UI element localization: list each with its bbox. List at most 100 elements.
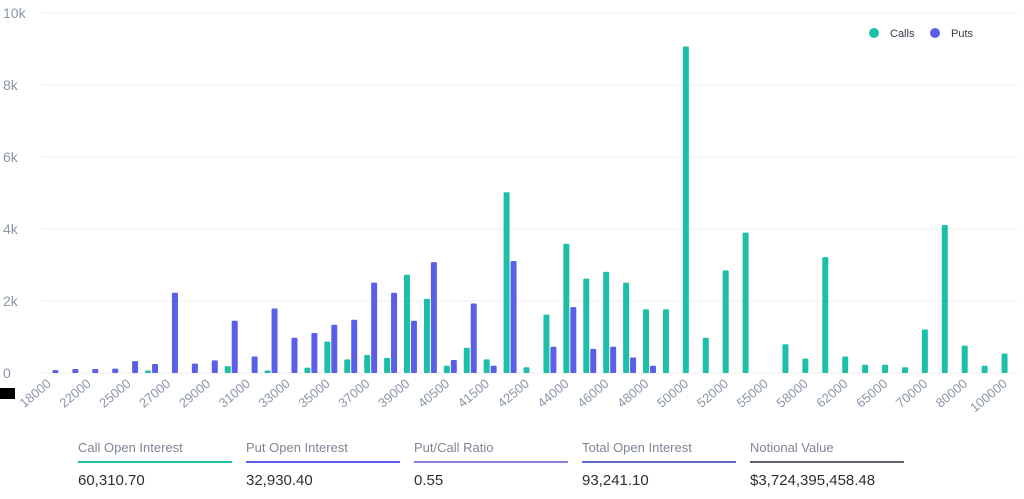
x-tick-label: 37000: [335, 376, 372, 411]
calls-bar: [941, 225, 948, 373]
puts-bar: [311, 333, 318, 373]
x-tick-label: 33000: [256, 376, 293, 411]
stat-total-open-interest: Total Open Interest 93,241.10: [582, 440, 736, 489]
calls-bar: [623, 282, 630, 373]
calls-bar: [662, 309, 669, 373]
calls-bar: [603, 271, 610, 373]
stat-put-call-ratio: Put/Call Ratio 0.55: [414, 440, 568, 489]
puts-bar: [351, 319, 358, 373]
calls-bar: [523, 367, 530, 373]
calls-bar: [224, 366, 231, 373]
puts-bar: [211, 360, 218, 373]
calls-bar: [981, 365, 988, 373]
summary-stats: Call Open Interest 60,310.70 Put Open In…: [78, 440, 918, 489]
x-tick-label: 62000: [813, 376, 850, 411]
puts-bar: [92, 369, 99, 373]
calls-bar: [404, 274, 410, 373]
puts-bar: [570, 307, 577, 373]
x-tick-label: 18000: [17, 376, 54, 411]
calls-bar: [483, 359, 490, 373]
y-tick-label: 10k: [3, 5, 27, 21]
x-tick-label: 58000: [773, 376, 810, 411]
stat-label: Notional Value: [750, 440, 904, 463]
calls-bar: [842, 356, 849, 373]
x-tick-label: 80000: [933, 376, 970, 411]
calls-bar: [882, 364, 889, 373]
puts-bar: [650, 365, 656, 373]
calls-bar: [742, 232, 749, 373]
calls-bar: [901, 367, 908, 373]
calls-bar: [563, 243, 570, 373]
calls-bar: [384, 357, 391, 373]
x-tick-label: 22000: [56, 376, 93, 411]
legend-calls-swatch: [869, 28, 879, 38]
x-tick-label: 55000: [734, 376, 771, 411]
stat-label: Put/Call Ratio: [414, 440, 568, 463]
calls-bar: [702, 337, 709, 373]
puts-bar: [52, 370, 59, 373]
puts-bar: [430, 262, 437, 373]
stat-value: $3,724,395,458.48: [750, 472, 876, 489]
open-interest-bar-chart: 0 2k 4k 6k 8k 10k 18000 22000 25000 27000 29000 310…: [3, 5, 1018, 415]
y-tick-label: 0: [3, 365, 11, 381]
puts-bar: [191, 363, 198, 373]
puts-bar: [510, 261, 517, 373]
x-tick-label: 46000: [574, 376, 611, 411]
puts-bar: [630, 357, 637, 373]
x-tick-label: 29000: [176, 376, 213, 411]
x-tick-label: 100000: [967, 376, 1010, 415]
stat-label: Put Open Interest: [246, 440, 400, 463]
x-tick-label: 40500: [415, 376, 452, 411]
chart-legend: Calls Puts: [869, 28, 974, 40]
y-tick-label: 6k: [3, 149, 19, 165]
puts-bar: [171, 292, 178, 373]
calls-bar: [921, 329, 928, 373]
x-tick-label: 65000: [853, 376, 890, 411]
stat-value: 0.55: [414, 472, 444, 489]
calls-bar: [503, 192, 510, 373]
calls-bar: [682, 46, 689, 373]
calls-bar: [782, 344, 789, 373]
corner-marker: [0, 388, 15, 399]
stat-value: 93,241.10: [582, 472, 649, 489]
calls-bar: [463, 347, 470, 373]
x-tick-label: 25000: [96, 376, 133, 411]
legend-calls-label: Calls: [890, 28, 915, 40]
puts-bar: [490, 365, 497, 373]
calls-bar: [802, 358, 809, 373]
calls-bar: [264, 370, 271, 373]
x-tick-label: 44000: [534, 376, 571, 411]
x-tick-label: 41500: [455, 376, 492, 411]
legend-puts-label: Puts: [951, 28, 974, 40]
x-tick-label: 27000: [136, 376, 173, 411]
puts-bar: [112, 368, 119, 373]
x-tick-label: 48000: [614, 376, 651, 411]
puts-bar: [391, 292, 398, 373]
calls-bar: [543, 314, 550, 373]
calls-bar: [643, 309, 650, 373]
puts-bar: [410, 320, 417, 373]
calls-bar: [862, 364, 869, 373]
x-tick-label: 42500: [495, 376, 532, 411]
puts-bar: [450, 360, 457, 373]
stat-value: 32,930.40: [246, 472, 313, 489]
puts-bar: [291, 337, 298, 373]
puts-bar: [231, 320, 238, 373]
x-tick-label: 52000: [694, 376, 731, 411]
stat-put-open-interest: Put Open Interest 32,930.40: [246, 440, 400, 489]
x-tick-label: 31000: [216, 376, 253, 411]
puts-bar: [331, 324, 338, 373]
puts-bar: [271, 308, 278, 373]
calls-bar: [443, 365, 450, 373]
calls-bar: [822, 257, 829, 373]
stat-call-open-interest: Call Open Interest 60,310.70: [78, 440, 232, 489]
calls-bar: [324, 341, 331, 373]
puts-bar: [470, 303, 477, 373]
puts-bar: [550, 346, 557, 373]
puts-bar: [590, 348, 597, 373]
y-tick-label: 8k: [3, 77, 19, 93]
x-tick-label: 70000: [893, 376, 930, 411]
puts-bar: [251, 356, 258, 373]
puts-bar: [72, 369, 79, 373]
calls-bar: [145, 370, 152, 373]
